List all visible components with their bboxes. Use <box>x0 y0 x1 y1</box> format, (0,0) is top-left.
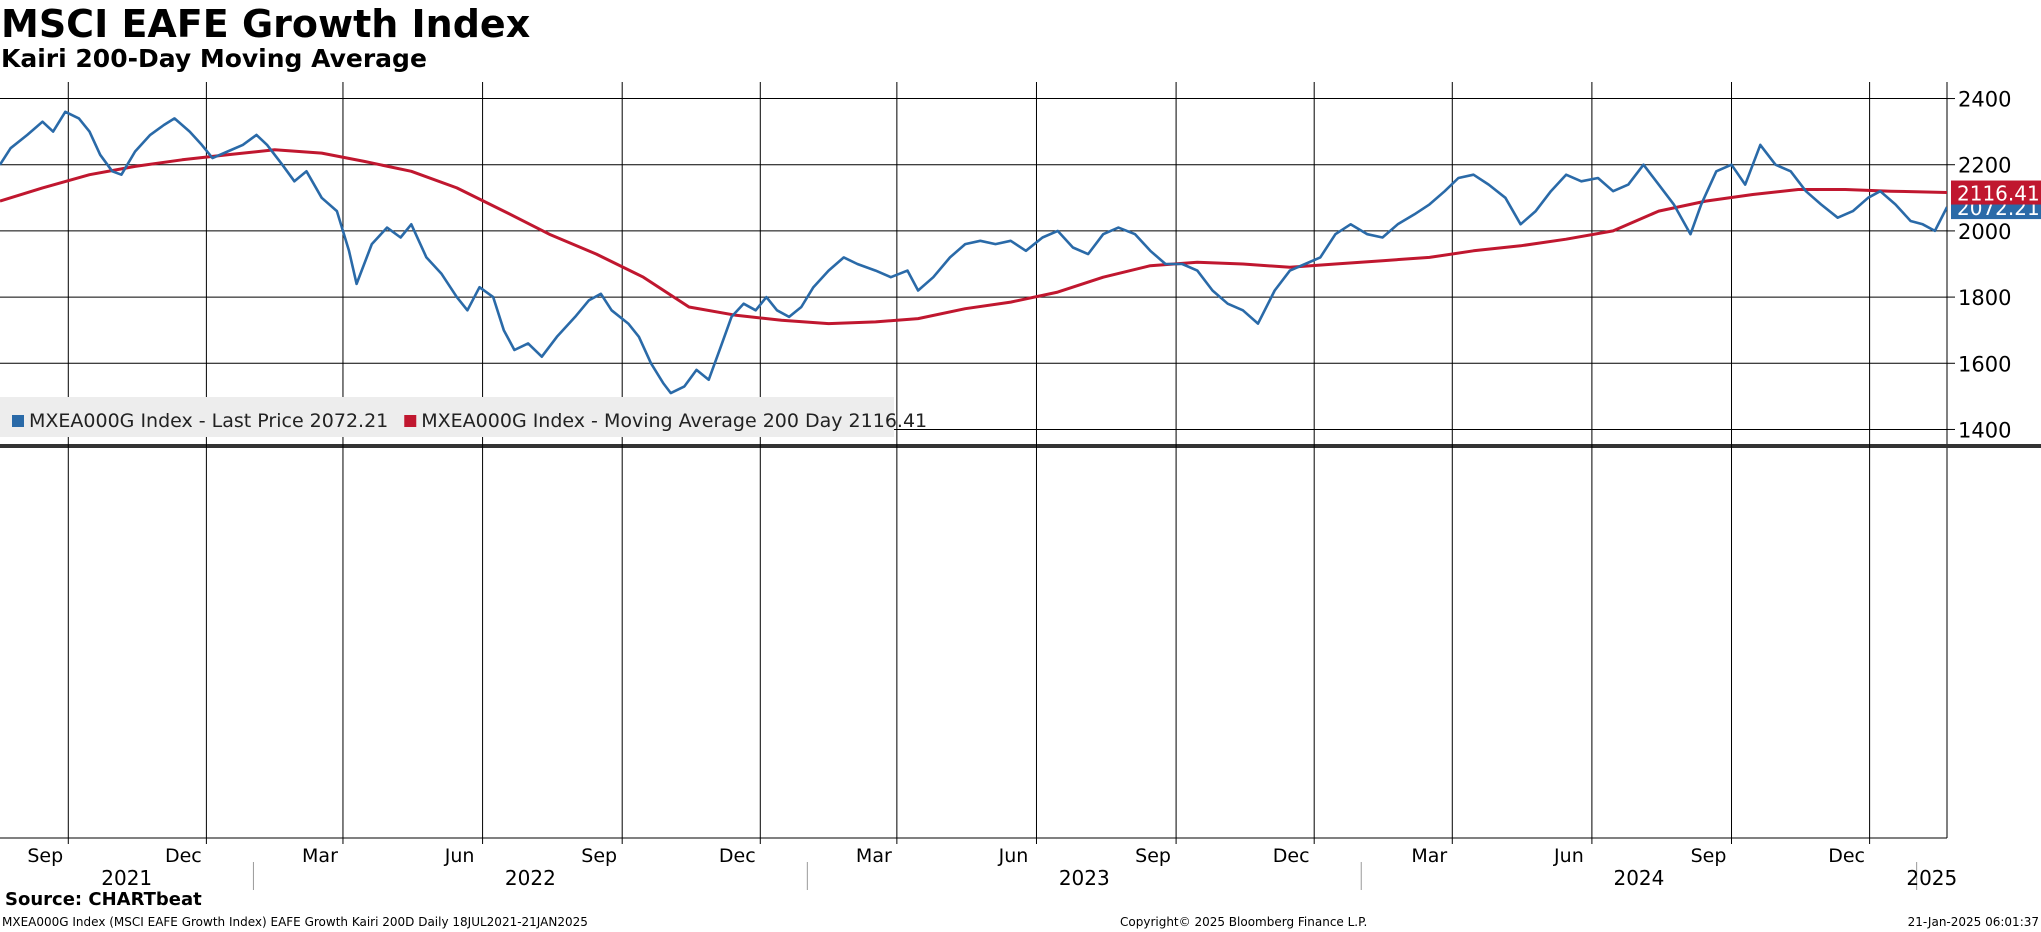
legend-item-moving-average: MXEA000G Index - Moving Average 200 Day … <box>404 410 927 432</box>
x-tick-label: Dec <box>1828 845 1865 867</box>
series-layer <box>0 110 1947 395</box>
series-line-moving-average <box>0 148 1947 326</box>
source-label: Source: CHARTbeat <box>5 889 202 910</box>
year-label: 2021 <box>101 866 152 890</box>
x-axis: Sep Dec Mar Jun Sep Dec Mar Jun Sep Dec Mar Jun Sep D… <box>27 838 1957 890</box>
legend-label: MXEA000G Index - Last Price 2072.21 <box>29 410 388 432</box>
y-tick-label: 1600 <box>1958 352 2011 376</box>
footer-timestamp: 21-Jan-2025 06:01:37 <box>1907 915 2039 929</box>
x-tick-label: Jun <box>998 845 1029 867</box>
badge-value: 2116.41 <box>1957 182 2040 206</box>
x-tick-label: Jun <box>1553 845 1584 867</box>
badge-background <box>1951 180 2041 205</box>
x-tick-label: Sep <box>27 845 63 867</box>
x-tick-label: Sep <box>581 845 617 867</box>
y-tick-label: 1800 <box>1958 286 2011 310</box>
year-label: 2024 <box>1613 866 1664 890</box>
legend: MXEA000G Index - Last Price 2072.21 MXEA0… <box>0 397 927 437</box>
y-tick-label: 2200 <box>1958 154 2011 178</box>
x-tick-label: Jun <box>444 845 475 867</box>
y-tick-label: 1400 <box>1958 418 2011 442</box>
legend-label: MXEA000G Index - Moving Average 200 Day … <box>421 410 927 432</box>
year-label: 2023 <box>1059 866 1110 890</box>
footer-description: MXEA000G Index (MSCI EAFE Growth Index) … <box>2 915 588 929</box>
y-tick-label: 2000 <box>1958 220 2011 244</box>
legend-item-last-price: MXEA000G Index - Last Price 2072.21 <box>12 410 388 432</box>
lower-panel <box>0 82 2041 839</box>
year-label: 2025 <box>1906 866 1957 890</box>
x-tick-label: Mar <box>856 845 892 867</box>
x-tick-label: Sep <box>1135 845 1171 867</box>
year-label: 2022 <box>505 866 556 890</box>
x-tick-label: Mar <box>302 845 338 867</box>
x-tick-label: Sep <box>1691 845 1727 867</box>
series-line-last-price <box>0 110 1947 395</box>
chart-subtitle: Kairi 200-Day Moving Average <box>1 44 427 73</box>
y-tick-label: 2400 <box>1958 88 2011 112</box>
chart-grid <box>0 82 1947 838</box>
x-tick-label: Dec <box>165 845 202 867</box>
chart-title: MSCI EAFE Growth Index <box>1 2 531 46</box>
footer-copyright: Copyright© 2025 Bloomberg Finance L.P. <box>1120 915 1368 929</box>
x-tick-label: Dec <box>719 845 756 867</box>
moving-average-badge: 2116.41 <box>1951 180 2041 206</box>
legend-swatch <box>12 415 24 427</box>
x-tick-label: Dec <box>1273 845 1310 867</box>
legend-swatch <box>404 415 417 427</box>
legend-background <box>0 397 894 437</box>
x-tick-label: Mar <box>1411 845 1447 867</box>
